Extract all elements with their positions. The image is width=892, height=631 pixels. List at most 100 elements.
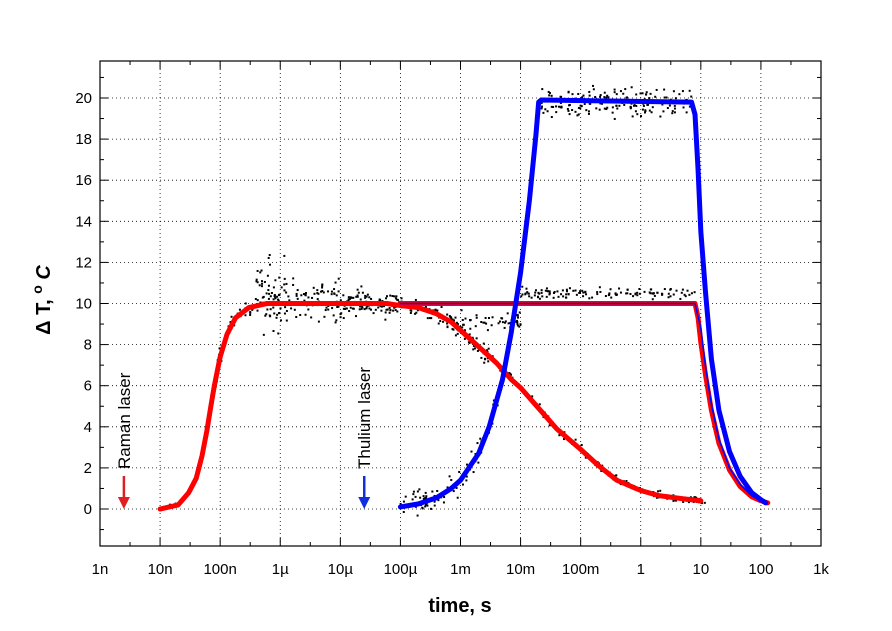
data-point [625,292,628,295]
data-point [394,297,397,300]
raman-laser-label: Raman laser [115,372,134,469]
data-point [244,314,247,317]
data-point [648,97,651,100]
data-point [491,316,494,319]
data-point [592,88,595,91]
data-point [480,356,483,359]
data-point [365,307,368,310]
data-point [409,311,412,314]
data-point [492,399,495,402]
data-point [299,314,302,317]
data-point [648,109,651,112]
data-point [475,316,478,319]
data-point [544,289,547,292]
data-point [562,295,565,298]
data-point [544,108,547,111]
data-point [349,296,352,299]
data-point [577,93,580,96]
data-point [359,305,362,308]
data-point [260,269,263,272]
data-point [500,317,503,320]
data-point [321,286,324,289]
data-point [454,316,457,319]
data-point [636,291,639,294]
data-point [643,111,646,114]
data-point [321,283,324,286]
data-point [278,276,281,279]
data-point [347,299,350,302]
data-point [684,295,687,298]
data-point [280,286,283,289]
data-point [455,321,458,324]
data-point [389,294,392,297]
data-point [550,116,553,119]
data-point [682,500,685,503]
data-point [410,309,413,312]
data-point [516,324,519,327]
data-point [610,296,613,299]
data-point [352,296,355,299]
data-point [548,292,551,295]
data-point [327,290,330,293]
data-point [588,102,591,105]
data-point [659,115,662,118]
data-point [272,306,275,309]
data-point [683,293,686,296]
data-point [372,312,375,315]
y-tick-label: 6 [84,378,92,395]
data-point [439,320,442,323]
data-point [485,349,488,352]
data-point [334,321,337,324]
data-point [575,293,578,296]
data-point [275,316,278,319]
data-point [424,491,427,494]
data-point [265,313,268,316]
data-point [272,286,275,289]
data-point [635,93,638,96]
data-point [380,309,383,312]
data-point [363,308,366,311]
data-point [636,294,639,297]
y-axis-title-main: Δ T, [33,299,55,335]
data-point [668,104,671,107]
data-point [320,290,323,293]
data-point [267,284,270,287]
data-point [288,299,291,302]
data-point [304,292,307,295]
data-point [268,314,271,317]
data-point [268,254,271,257]
data-point [456,323,459,326]
data-point [366,293,369,296]
data-point [672,293,675,296]
x-tick-label: 1n [92,561,109,578]
data-point [465,463,468,466]
data-point [273,294,276,297]
data-point [645,91,648,94]
data-point [506,312,509,315]
data-point [671,110,674,113]
data-point [461,483,464,486]
data-point [433,504,436,507]
data-point [416,514,419,517]
data-point [313,292,316,295]
data-point [516,322,519,325]
data-point [521,285,524,288]
data-point [386,295,389,298]
data-point [661,103,664,106]
data-point [276,295,279,298]
data-point [267,297,270,300]
data-point [490,324,493,327]
data-point [471,336,474,339]
data-point [663,88,666,91]
data-point [607,96,610,99]
data-point [487,360,490,363]
data-point [690,292,693,295]
data-point [295,294,298,297]
data-point [580,444,583,447]
data-point [464,317,467,320]
data-point [663,288,666,291]
data-point [389,309,392,312]
data-point [585,293,588,296]
data-point [674,97,677,100]
data-point [540,102,543,105]
